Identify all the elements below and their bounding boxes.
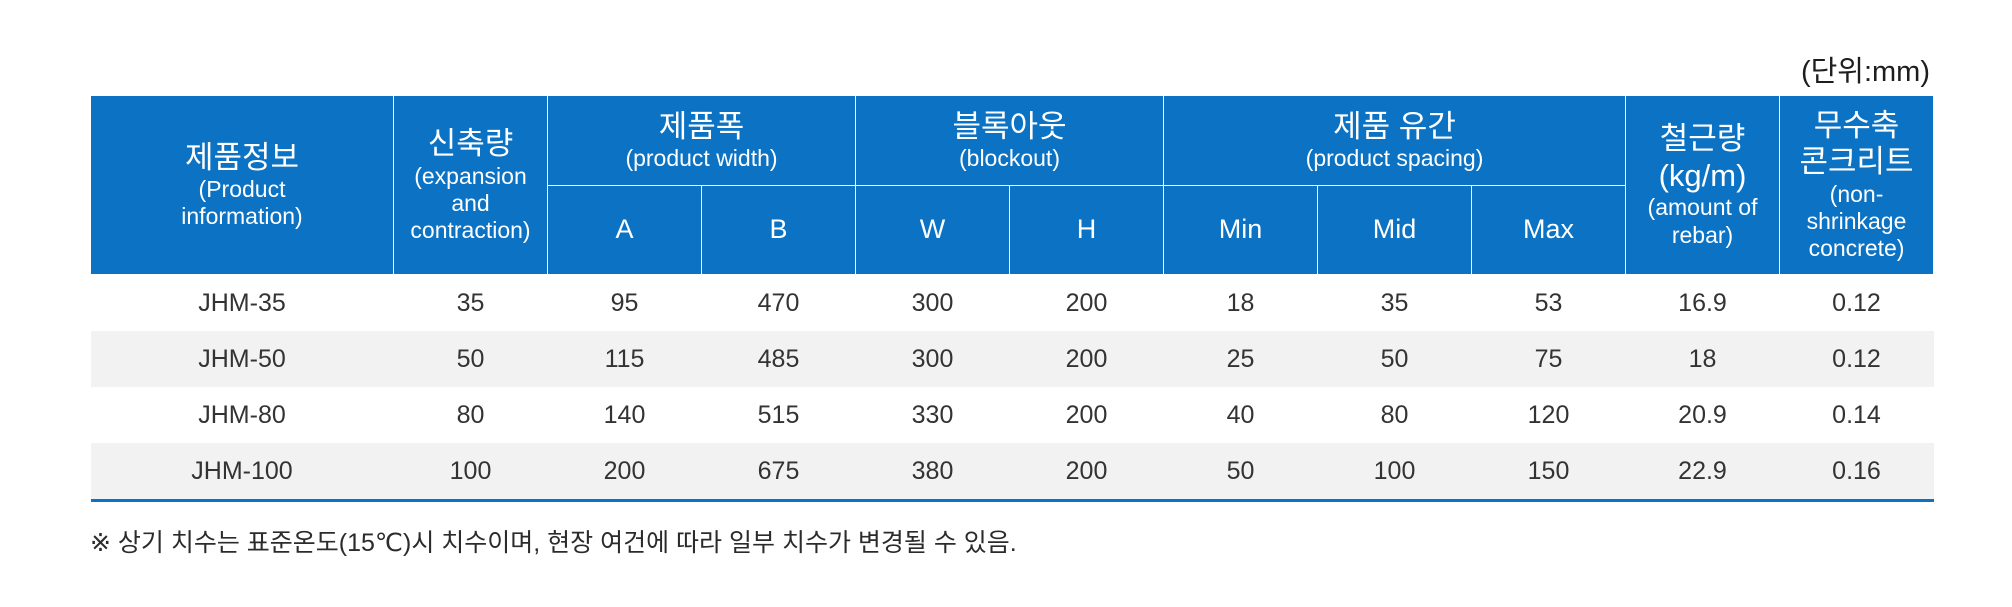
cell-spacing-min: 18 <box>1226 288 1255 317</box>
cell-blockout-w: 380 <box>855 443 1010 502</box>
header-product-width-en: (product width) <box>625 145 778 172</box>
table-row: JHM-80 80 140 515 330 200 40 80 120 20.9… <box>91 387 1934 443</box>
cell-spacing-max: 120 <box>1527 400 1570 429</box>
header-concrete-en-2: concrete) <box>1808 235 1905 262</box>
cell-model: JHM-80 <box>198 400 286 429</box>
subheader-width-b: B <box>701 185 856 275</box>
cell-spacing-mid: 100 <box>1317 443 1472 502</box>
subheader-spacing-max: Max <box>1470 185 1627 275</box>
cell-spacing-max: 150 <box>1471 443 1626 502</box>
cell-concrete: 0.12 <box>1832 288 1881 317</box>
header-product-width: 제품폭 (product width) <box>547 95 856 186</box>
cell-expansion: 80 <box>456 400 485 429</box>
cell-width-b: 470 <box>757 288 800 317</box>
cell-blockout-h: 200 <box>1009 331 1164 387</box>
cell-width-a: 95 <box>610 288 639 317</box>
cell-blockout-w: 330 <box>911 400 954 429</box>
subheader-blockout-h: H <box>1009 185 1164 275</box>
header-product-width-ko: 제품폭 <box>658 108 745 144</box>
cell-concrete: 0.14 <box>1832 400 1881 429</box>
header-product-info: 제품정보 (Product information) <box>90 95 394 275</box>
cell-blockout-w: 300 <box>911 288 954 317</box>
cell-model: JHM-35 <box>198 288 286 317</box>
cell-width-a: 115 <box>547 331 702 387</box>
cell-rebar: 22.9 <box>1625 443 1780 502</box>
header-expansion-ko: 신축량 <box>427 126 514 162</box>
header-product-info-en-1: (Product <box>198 176 286 203</box>
cell-blockout-h: 200 <box>1065 400 1108 429</box>
header-concrete-ko-1: 무수축 <box>1813 107 1900 143</box>
cell-blockout-h: 200 <box>1009 443 1164 502</box>
cell-blockout-w: 300 <box>855 331 1010 387</box>
cell-spacing-min: 40 <box>1226 400 1255 429</box>
table-row: JHM-100 100 200 675 380 200 50 100 150 2… <box>90 443 1934 502</box>
cell-spacing-mid: 80 <box>1380 400 1409 429</box>
cell-spacing-mid: 35 <box>1380 288 1409 317</box>
header-rebar-en-2: rebar) <box>1671 221 1734 248</box>
cell-rebar: 16.9 <box>1678 288 1727 317</box>
header-concrete-en-1: (non-shrinkage <box>1806 180 1907 235</box>
cell-concrete: 0.12 <box>1779 331 1934 387</box>
product-spec-table: 제품정보 (Product information) 신축량 (expansio… <box>90 95 1935 502</box>
header-rebar-en-1: (amount of <box>1647 194 1758 221</box>
header-concrete: 무수축 콘크리트 (non-shrinkage concrete) <box>1779 95 1935 275</box>
cell-spacing-max: 53 <box>1534 288 1563 317</box>
header-rebar-ko-1: 철근량 <box>1659 121 1746 157</box>
cell-concrete: 0.16 <box>1779 443 1934 502</box>
table-row: JHM-50 50 115 485 300 200 25 50 75 18 0.… <box>90 331 1934 387</box>
header-rebar: 철근량 (kg/m) (amount of rebar) <box>1625 95 1781 275</box>
header-product-info-en-2: information) <box>181 203 303 230</box>
subheader-width-a: A <box>547 185 702 275</box>
cell-model: JHM-50 <box>90 331 394 387</box>
cell-spacing-max: 75 <box>1471 331 1626 387</box>
cell-model: JHM-100 <box>90 443 394 502</box>
unit-label: (단위:mm) <box>1800 56 1930 88</box>
subheader-blockout-w: W <box>855 185 1010 275</box>
header-concrete-ko-2: 콘크리트 <box>1799 144 1914 180</box>
header-product-info-ko: 제품정보 <box>184 139 300 175</box>
subheader-spacing-min: Min <box>1163 185 1318 275</box>
header-product-spacing-en: (product spacing) <box>1305 145 1484 172</box>
header-product-spacing-ko: 제품 유간 <box>1333 108 1456 144</box>
header-blockout-en: (blockout) <box>959 145 1060 172</box>
header-product-spacing: 제품 유간 (product spacing) <box>1162 95 1627 186</box>
cell-blockout-h: 200 <box>1065 288 1108 317</box>
cell-width-b: 515 <box>757 400 800 429</box>
header-blockout: 블록아웃 (blockout) <box>855 95 1164 186</box>
table-header: 제품정보 (Product information) 신축량 (expansio… <box>90 95 1935 275</box>
header-expansion-en-2: and <box>451 189 490 216</box>
cell-width-a: 140 <box>603 400 646 429</box>
cell-expansion: 100 <box>393 443 548 502</box>
cell-rebar: 20.9 <box>1678 400 1727 429</box>
table-body: JHM-35 35 95 470 300 200 18 35 53 16.9 0… <box>90 275 1934 502</box>
cell-width-b: 485 <box>701 331 856 387</box>
subheader-spacing-mid: Mid <box>1317 185 1472 275</box>
table-row: JHM-35 35 95 470 300 200 18 35 53 16.9 0… <box>91 275 1934 332</box>
cell-rebar: 18 <box>1625 331 1780 387</box>
cell-expansion: 50 <box>393 331 548 387</box>
footnote: ※ 상기 치수는 표준온도(15℃)시 치수이며, 현장 여건에 따라 일부 치… <box>90 529 1017 557</box>
cell-expansion: 35 <box>456 288 485 317</box>
header-expansion-en-1: (expansion <box>414 162 527 189</box>
header-blockout-ko: 블록아웃 <box>952 108 1067 144</box>
cell-width-a: 200 <box>547 443 702 502</box>
header-expansion-en-3: contraction) <box>410 216 531 243</box>
cell-spacing-min: 50 <box>1163 443 1318 502</box>
cell-spacing-min: 25 <box>1163 331 1318 387</box>
cell-spacing-mid: 50 <box>1317 331 1472 387</box>
cell-width-b: 675 <box>701 443 856 502</box>
header-expansion: 신축량 (expansion and contraction) <box>393 95 548 275</box>
header-rebar-ko-2: (kg/m) <box>1658 157 1747 193</box>
